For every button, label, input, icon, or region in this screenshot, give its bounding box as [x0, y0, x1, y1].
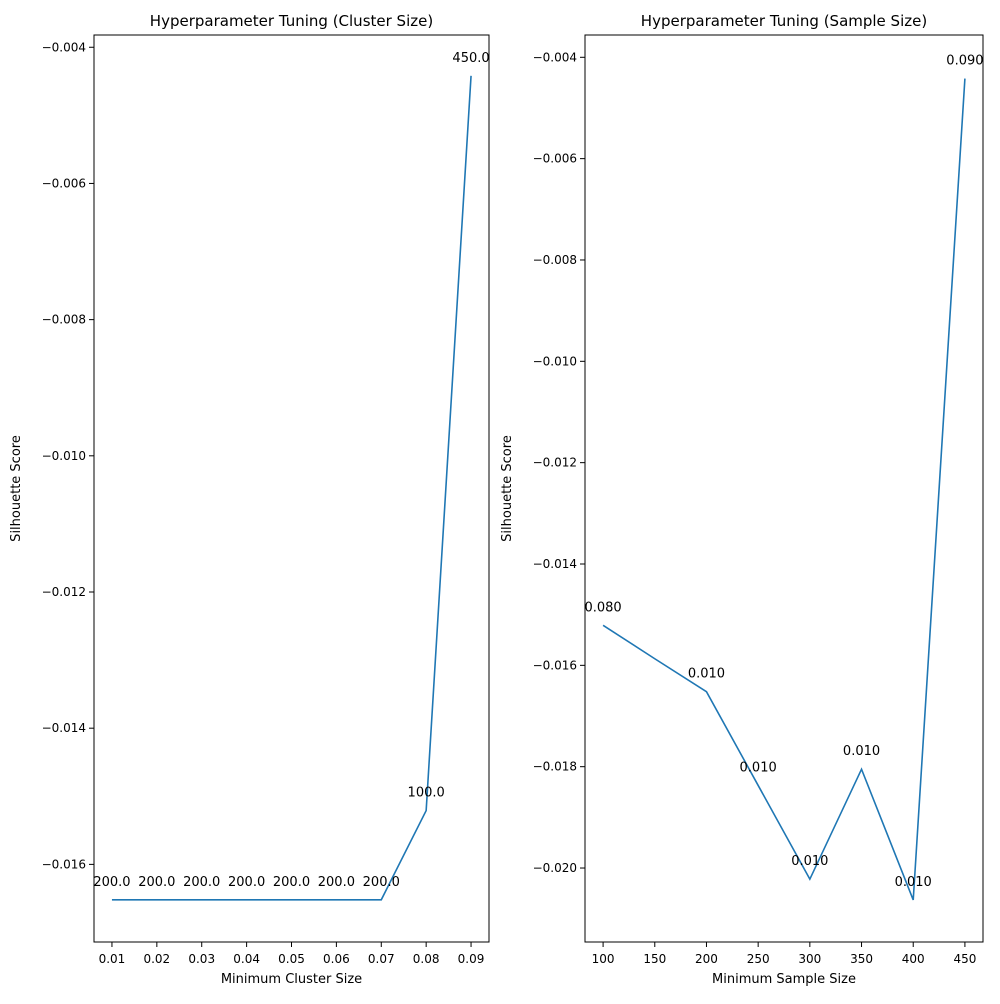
point-label: 0.010 — [843, 744, 880, 759]
x-tick-label: 400 — [902, 952, 925, 966]
point-label: 0.010 — [740, 760, 777, 775]
y-tick-label: −0.008 — [42, 313, 86, 327]
y-tick-label: −0.004 — [42, 40, 86, 54]
y-tick-label: −0.020 — [533, 861, 577, 875]
y-tick-label: −0.012 — [42, 585, 86, 599]
y-axis-label: Silhouette Score — [500, 435, 515, 542]
y-tick-label: −0.006 — [533, 152, 577, 166]
y-tick-label: −0.010 — [42, 449, 86, 463]
x-tick-label: 0.01 — [99, 952, 126, 966]
x-tick-label: 0.06 — [323, 952, 350, 966]
point-label: 200.0 — [228, 875, 265, 890]
plot-frame — [93, 34, 490, 943]
x-tick-label: 0.05 — [278, 952, 305, 966]
x-tick-label: 200 — [695, 952, 718, 966]
point-labels: 200.0 200.0 200.0 200.0 200.0 200.0 200.0 100.0… — [93, 51, 489, 890]
x-axis-label: Minimum Sample Size — [712, 972, 856, 987]
point-label: 200.0 — [138, 875, 175, 890]
x-tick-label: 300 — [798, 952, 821, 966]
x-tick-label: 0.07 — [368, 952, 395, 966]
x-tick-label: 450 — [953, 952, 976, 966]
x-axis-label: Minimum Cluster Size — [221, 972, 362, 987]
x-axis-ticks: 100 150 200 250 300 350 400 450 — [592, 942, 976, 966]
chart-title: Hyperparameter Tuning (Cluster Size) — [150, 12, 433, 30]
y-axis-label: Silhouette Score — [9, 435, 24, 542]
y-axis-ticks: −0.020 −0.018 −0.016 −0.014 −0.012 −0.010 −0.0… — [533, 50, 585, 875]
y-tick-label: −0.018 — [533, 760, 577, 774]
point-label: 200.0 — [273, 875, 310, 890]
x-tick-label: 0.08 — [413, 952, 440, 966]
y-tick-label: −0.014 — [42, 721, 86, 735]
point-label: 450.0 — [452, 51, 489, 66]
y-tick-label: −0.010 — [533, 354, 577, 368]
y-tick-label: −0.004 — [533, 50, 577, 64]
x-tick-label: 0.02 — [143, 952, 170, 966]
x-tick-label: 0.03 — [188, 952, 215, 966]
x-tick-label: 350 — [850, 952, 873, 966]
y-tick-label: −0.006 — [42, 176, 86, 190]
x-tick-label: 0.09 — [458, 952, 485, 966]
point-label: 200.0 — [318, 875, 355, 890]
point-label: 200.0 — [363, 875, 400, 890]
y-tick-label: −0.016 — [42, 857, 86, 871]
x-tick-label: 250 — [747, 952, 770, 966]
point-label: 200.0 — [93, 875, 130, 890]
point-label: 100.0 — [408, 786, 445, 801]
y-tick-label: −0.014 — [533, 557, 577, 571]
x-tick-label: 150 — [643, 952, 666, 966]
y-tick-label: −0.012 — [533, 456, 577, 470]
y-tick-label: −0.016 — [533, 658, 577, 672]
y-axis-ticks: −0.016 −0.014 −0.012 −0.010 −0.008 −0.006 −0.0… — [42, 40, 94, 871]
point-label: 0.010 — [688, 667, 725, 682]
chart-title: Hyperparameter Tuning (Sample Size) — [641, 12, 927, 30]
x-tick-label: 0.04 — [233, 952, 260, 966]
plot-frame — [584, 34, 984, 943]
chart-cluster-size: Hyperparameter Tuning (Cluster Size) Min… — [9, 12, 490, 987]
point-label: 200.0 — [183, 875, 220, 890]
point-label: 0.010 — [895, 875, 932, 890]
chart-sample-size: Hyperparameter Tuning (Sample Size) Mini… — [500, 12, 984, 987]
series-line — [111, 75, 472, 901]
point-label: 0.080 — [584, 600, 621, 615]
y-tick-label: −0.008 — [533, 253, 577, 267]
point-label: 0.010 — [791, 854, 828, 869]
x-tick-label: 100 — [592, 952, 615, 966]
series-line — [602, 78, 966, 901]
point-label: 0.090 — [946, 54, 983, 69]
point-labels: 0.080 0.010 0.010 0.010 0.010 0.010 0.090 — [584, 54, 983, 890]
x-axis-ticks: 0.01 0.02 0.03 0.04 0.05 0.06 0.07 0.08 0.09 — [99, 942, 485, 966]
